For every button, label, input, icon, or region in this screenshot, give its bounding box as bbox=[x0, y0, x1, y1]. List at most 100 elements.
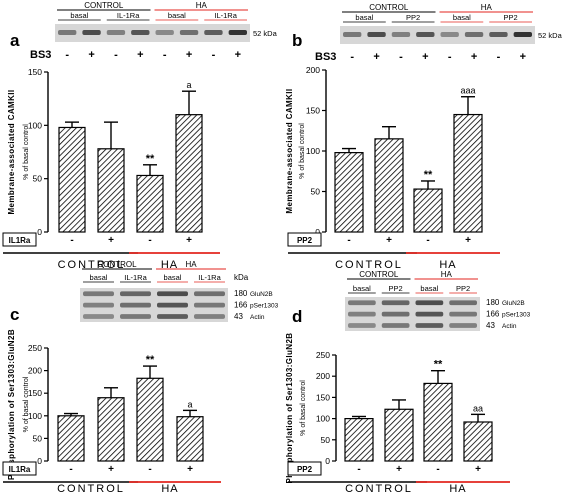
treatment-box bbox=[287, 232, 322, 247]
blot-band bbox=[449, 311, 477, 317]
y-tick-label: 0 bbox=[37, 456, 42, 466]
bar bbox=[374, 138, 404, 233]
bs3-sign: + bbox=[186, 49, 192, 61]
blot-band-size: 180 bbox=[234, 289, 248, 298]
y-axis-label: Membrane-associated CAMKII bbox=[285, 88, 294, 213]
y-tick-label: 150 bbox=[316, 392, 330, 402]
bar bbox=[423, 382, 453, 462]
panel-letter: b bbox=[292, 31, 302, 50]
bar bbox=[413, 188, 443, 233]
blot-group-label: HA bbox=[196, 1, 208, 10]
blot-group-label: CONTROL bbox=[97, 260, 137, 269]
treatment-sign: - bbox=[148, 235, 151, 246]
bs3-sign: - bbox=[399, 51, 403, 63]
blot-size-label: 52 kDa bbox=[538, 31, 563, 40]
bs3-sign: + bbox=[137, 49, 143, 61]
bar bbox=[463, 421, 493, 462]
treatment-sign: - bbox=[347, 235, 350, 246]
blot-band bbox=[416, 32, 435, 37]
blot-band bbox=[120, 302, 151, 308]
y-axis-sublabel: % of basal control bbox=[299, 123, 306, 179]
blot-band bbox=[179, 30, 199, 35]
blot-group-label: HA bbox=[481, 3, 493, 12]
treatment-sign: - bbox=[148, 464, 151, 475]
y-tick-label: 0 bbox=[37, 227, 42, 237]
bs3-sign: - bbox=[212, 49, 216, 61]
blot-group-label: HA bbox=[441, 270, 453, 279]
y-tick-label: 100 bbox=[28, 120, 42, 130]
y-tick-label: 0 bbox=[315, 227, 320, 237]
y-axis-label: Phosphorylation of Ser1303:GluN2B bbox=[285, 332, 294, 483]
blot-band bbox=[489, 32, 508, 37]
y-tick-label: 0 bbox=[325, 456, 330, 466]
blot-band bbox=[228, 30, 247, 35]
significance-label: ** bbox=[146, 354, 155, 366]
blot-band bbox=[391, 32, 411, 37]
blot-band bbox=[381, 311, 410, 317]
blot-condition-label: basal bbox=[168, 11, 186, 20]
blot-condition-label: IL-1Ra bbox=[117, 11, 140, 20]
blot-band bbox=[155, 30, 174, 35]
blot-band bbox=[343, 32, 362, 37]
group-label-ha: HA bbox=[449, 483, 466, 495]
bs3-sign: - bbox=[350, 51, 354, 63]
bar bbox=[136, 377, 164, 462]
treatment-sign: - bbox=[436, 464, 439, 475]
y-tick-label: 100 bbox=[316, 414, 330, 424]
y-tick-label: 50 bbox=[33, 433, 43, 443]
blot-band bbox=[381, 323, 410, 328]
blot-condition-label: basal bbox=[70, 11, 88, 20]
blot-band bbox=[415, 323, 444, 328]
blot-image bbox=[340, 26, 535, 44]
blot-band bbox=[194, 291, 225, 297]
panel-letter: c bbox=[10, 305, 19, 324]
significance-label: ** bbox=[146, 153, 155, 165]
blot-condition-label: basal bbox=[90, 273, 108, 282]
blot-kda-label: kDa bbox=[234, 273, 249, 282]
treatment-sign: - bbox=[69, 464, 72, 475]
blot-band bbox=[131, 30, 150, 35]
blot-condition-label: basal bbox=[353, 284, 371, 293]
blot-band bbox=[415, 300, 444, 306]
treatment-label: PP2 bbox=[297, 236, 313, 245]
treatment-sign: + bbox=[396, 464, 402, 475]
y-tick-label: 250 bbox=[28, 343, 42, 353]
blot-condition-label: basal bbox=[453, 13, 471, 22]
y-tick-label: 150 bbox=[28, 67, 42, 77]
bar bbox=[58, 126, 86, 233]
blot-band bbox=[83, 302, 114, 308]
treatment-sign: - bbox=[426, 235, 429, 246]
blot-condition-label: PP2 bbox=[504, 13, 518, 22]
y-axis-sublabel: % of basal control bbox=[23, 376, 30, 432]
bs3-sign: - bbox=[65, 49, 69, 61]
treatment-box bbox=[2, 232, 37, 247]
group-label-control: CONTROL bbox=[345, 483, 413, 495]
group-label-ha: HA bbox=[161, 483, 178, 495]
blot-band bbox=[83, 291, 114, 297]
bs3-sign: + bbox=[422, 51, 428, 63]
blot-band bbox=[58, 30, 77, 35]
significance-label: a bbox=[187, 399, 192, 409]
blot-band bbox=[449, 300, 477, 306]
bar bbox=[344, 418, 374, 462]
blot-group-label: CONTROL bbox=[359, 270, 399, 279]
blot-group-label: CONTROL bbox=[369, 3, 409, 12]
blot-condition-label: IL-1Ra bbox=[198, 273, 221, 282]
blot-image bbox=[55, 24, 250, 42]
group-label-ha: HA bbox=[439, 259, 456, 271]
significance-label: ** bbox=[424, 169, 433, 181]
y-tick-label: 150 bbox=[306, 106, 320, 116]
y-tick-label: 100 bbox=[306, 146, 320, 156]
treatment-box bbox=[287, 461, 322, 476]
blot-condition-label: IL-1Ra bbox=[124, 273, 147, 282]
blot-band bbox=[348, 323, 376, 328]
y-tick-label: 200 bbox=[316, 371, 330, 381]
bs3-sign: + bbox=[373, 51, 379, 63]
panel-letter: a bbox=[10, 31, 20, 50]
blot-band-size: 166 bbox=[486, 309, 500, 318]
blot-band-name: Actin bbox=[250, 314, 265, 321]
blot-band-name: pSer1303 bbox=[502, 311, 531, 318]
